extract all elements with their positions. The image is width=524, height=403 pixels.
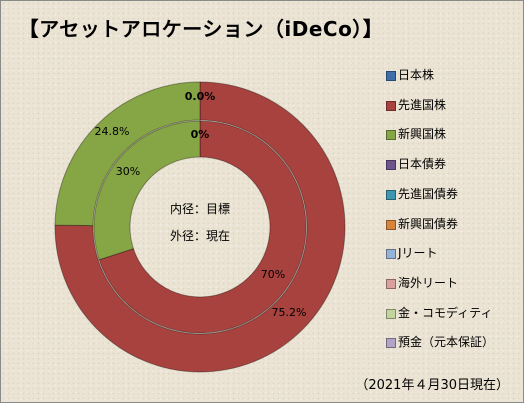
data-label-inner-2: 30% (116, 165, 140, 178)
legend-swatch (386, 249, 396, 260)
slice-target-1 (98, 120, 307, 334)
legend-swatch (386, 71, 396, 81)
legend-label: 先進国債券 (398, 186, 459, 201)
data-label-outer-0: 0.0% (185, 90, 216, 103)
legend-label: 海外リート (398, 275, 459, 290)
data-label-outer-1: 75.2% (272, 306, 307, 319)
legend-swatch (386, 338, 396, 349)
data-label-inner-1: 70% (261, 268, 285, 281)
data-labels: 0% 70% 30% 0.0% 75.2% 24.8% (95, 90, 307, 319)
slice-current-1 (54, 81, 346, 373)
center-label-inner: 内径：目標 (170, 202, 230, 216)
legend-label: 日本債券 (398, 157, 447, 172)
legend-label: 日本株 (398, 68, 435, 82)
data-label-inner-0: 0% (191, 128, 210, 141)
as-of-date: （2021年４月30日現在） (355, 378, 509, 393)
legend-label: 新興国株 (398, 127, 447, 142)
legend-swatch (386, 189, 396, 200)
donut-rings (54, 81, 346, 373)
legend-label: Jリート (398, 246, 438, 261)
slice-target-2 (93, 120, 201, 261)
legend-swatch (386, 160, 396, 171)
legend-swatch (386, 219, 396, 230)
legend-label: 新興国債券 (398, 216, 459, 231)
data-label-outer-2: 24.8% (95, 125, 130, 138)
legend-label: 先進国株 (398, 97, 447, 112)
legend-label: 預金（元本保証） (398, 335, 495, 350)
chart-title: 【アセットアロケーション（iDeCo）】 (18, 17, 384, 41)
legend-swatch (386, 100, 396, 111)
legend-swatch (386, 308, 396, 319)
slice-current-2 (54, 81, 201, 227)
legend-swatch (386, 130, 396, 141)
center-label-outer: 外径：現在 (170, 229, 230, 243)
legend-swatch (386, 278, 396, 289)
legend-label: 金・コモディティ (398, 305, 493, 320)
